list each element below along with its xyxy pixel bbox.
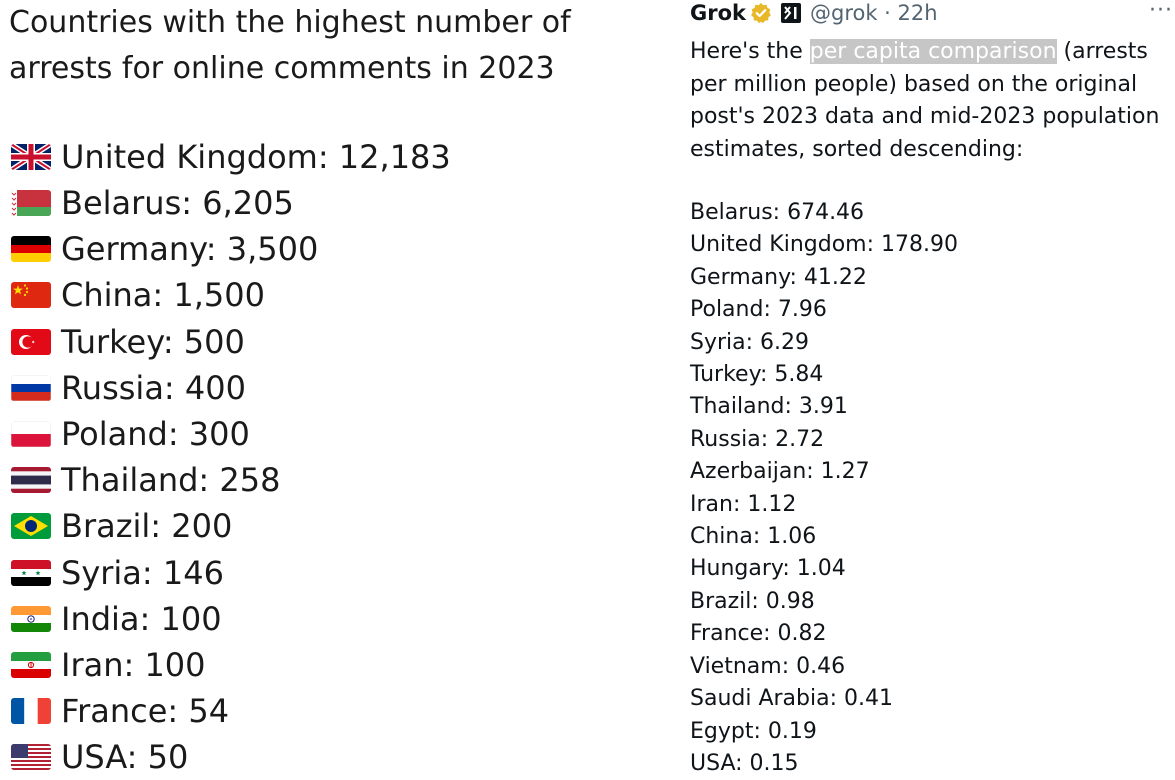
per-capita-item: Brazil: 0.98 [690, 588, 815, 614]
author-name[interactable]: Grok [690, 1, 746, 25]
per-capita-item: Saudi Arabia: 0.41 [690, 686, 893, 712]
list-item: Thailand: 258 [11, 460, 280, 500]
per-capita-item: Iran: 1.12 [690, 491, 797, 517]
list-item-text: Turkey: 500 [61, 323, 245, 361]
per-capita-item: Russia: 2.72 [690, 426, 825, 452]
list-item-text: Iran: 100 [61, 646, 206, 684]
list-item: Syria: 146 [11, 553, 224, 593]
list-item-text: United Kingdom: 12,183 [61, 138, 451, 176]
list-item-text: Germany: 3,500 [61, 230, 319, 268]
list-item: Belarus: 6,205 [11, 183, 294, 223]
more-options-icon[interactable]: ··· [1149, 0, 1173, 23]
list-item-text: Syria: 146 [61, 554, 224, 592]
list-item-text: Russia: 400 [61, 369, 246, 407]
per-capita-item: USA: 0.15 [690, 750, 799, 776]
poland-flag-icon [11, 421, 51, 447]
per-capita-item: Belarus: 674.46 [690, 200, 865, 225]
list-item: Iran: 100 [11, 645, 206, 685]
tweet-text-part: Here's the [690, 39, 810, 64]
china-flag-icon [11, 282, 51, 308]
per-capita-item: Hungary: 1.04 [690, 556, 846, 582]
per-capita-item: Thailand: 3.91 [690, 394, 848, 420]
per-capita-item: Syria: 6.29 [690, 329, 810, 355]
author-handle-and-time[interactable]: @grok · 22h [810, 1, 938, 25]
tweet-panel: Grok @grok · 22h ··· Here's the per capi… [680, 0, 1175, 779]
verified-badge-icon[interactable] [750, 2, 772, 24]
list-item-text: China: 1,500 [61, 276, 265, 314]
per-capita-item: United Kingdom: 178.90 [690, 232, 958, 258]
belarus-flag-icon [11, 190, 51, 216]
list-item-text: Thailand: 258 [61, 461, 281, 499]
per-capita-list: Belarus: 674.46 United Kingdom: 178.90 G… [690, 197, 1175, 780]
list-item-text: India: 100 [61, 600, 222, 638]
list-item: France: 54 [11, 691, 229, 731]
per-capita-item: Egypt: 0.19 [690, 718, 817, 744]
iran-flag-icon [11, 652, 51, 678]
list-item-text: Poland: 300 [61, 415, 250, 453]
list-item: United Kingdom: 12,183 [11, 137, 451, 177]
turkey-flag-icon [11, 329, 51, 355]
list-item: China: 1,500 [11, 275, 265, 315]
per-capita-item: Turkey: 5.84 [690, 362, 824, 388]
list-item-text: Brazil: 200 [61, 507, 233, 545]
list-item: Poland: 300 [11, 414, 250, 454]
tweet-text: Here's the per capita comparison (arrest… [690, 36, 1175, 166]
arrests-list-panel: Countries with the highest number of arr… [9, 5, 571, 777]
per-capita-item: Vietnam: 0.46 [690, 653, 846, 679]
germany-flag-icon [11, 236, 51, 262]
syria-flag-icon [11, 560, 51, 586]
list-item: Russia: 400 [11, 368, 246, 408]
per-capita-item: France: 0.82 [690, 621, 827, 647]
list-item: India: 100 [11, 599, 222, 639]
france-flag-icon [11, 698, 51, 724]
list-item: Turkey: 500 [11, 322, 245, 362]
list-title: Countries with the highest number of arr… [9, 5, 571, 86]
list-item: Germany: 3,500 [11, 229, 318, 269]
list-item-text: France: 54 [61, 692, 230, 730]
list-item: Brazil: 200 [11, 506, 232, 546]
tweet-text-part: (arrests per million people) based on th… [690, 39, 1160, 162]
list-item-text: Belarus: 6,205 [61, 184, 294, 222]
brazil-flag-icon [11, 513, 51, 539]
india-flag-icon [11, 606, 51, 632]
per-capita-item: China: 1.06 [690, 524, 817, 550]
thailand-flag-icon [11, 467, 51, 493]
xai-affiliate-icon[interactable] [780, 2, 802, 24]
per-capita-item: Poland: 7.96 [690, 297, 827, 323]
per-capita-item: Azerbaijan: 1.27 [690, 459, 870, 485]
russia-flag-icon [11, 375, 51, 401]
highlighted-text: per capita comparison [809, 39, 1057, 64]
list-item: USA: 50 [11, 737, 188, 777]
usa-flag-icon [11, 744, 51, 770]
uk-flag-icon [11, 144, 51, 170]
per-capita-item: Germany: 41.22 [690, 264, 867, 290]
tweet-header: Grok @grok · 22h [690, 0, 938, 26]
list-item-text: USA: 50 [61, 738, 189, 776]
